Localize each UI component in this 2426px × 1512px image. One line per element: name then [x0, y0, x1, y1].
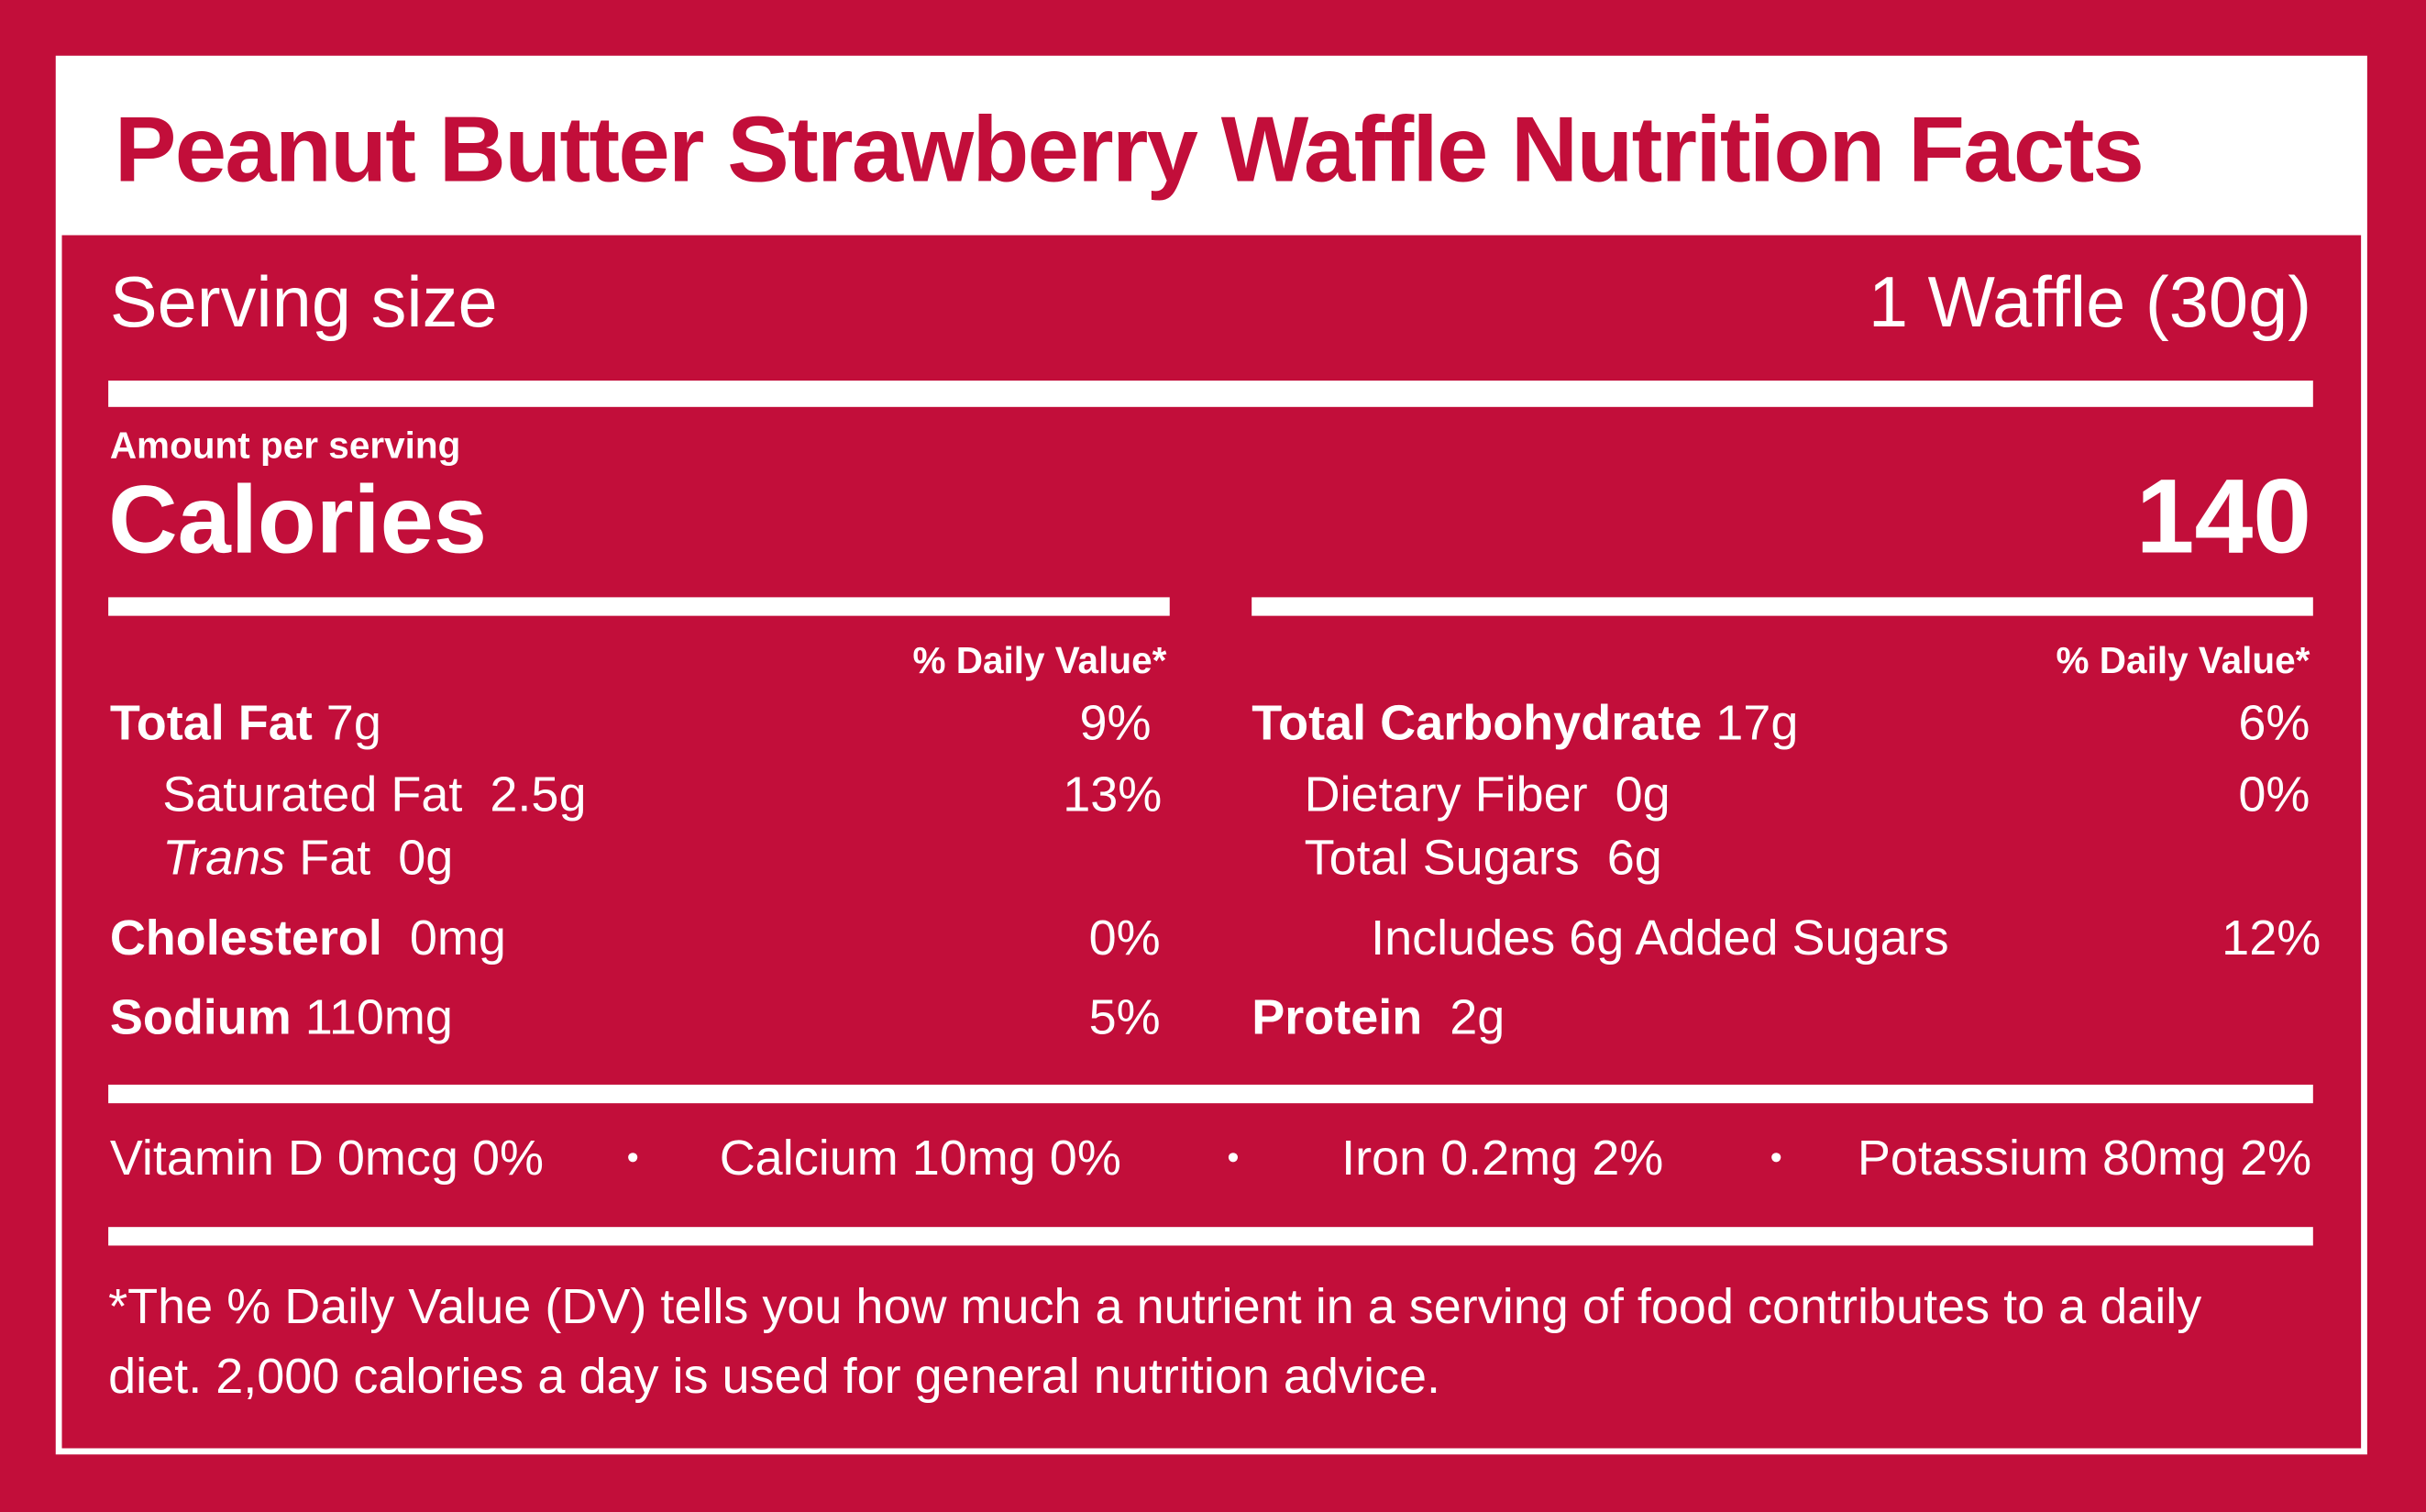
serving-size-value: 1 Waffle (30g)	[1868, 261, 2312, 342]
total-carbohydrate-label: Total Carbohydrate	[1252, 694, 1703, 751]
total-sugars-row: Total Sugars 6g	[1305, 833, 1662, 882]
sodium-label: Sodium	[109, 988, 292, 1045]
left-daily-value-header: % Daily Value*	[912, 640, 1167, 683]
bullet-separator	[628, 1153, 638, 1163]
dietary-fiber-row: Dietary Fiber 0g	[1305, 769, 1671, 819]
added-sugars-label: Includes 6g Added Sugars	[1371, 910, 1949, 966]
trans-fat-amount: 0g	[398, 829, 454, 886]
sodium-row: Sodium 110mg	[110, 992, 453, 1042]
cholesterol-row: Cholesterol 0mg	[110, 913, 506, 963]
footnote-divider	[108, 1227, 2313, 1246]
calories-value: 140	[2135, 458, 2312, 576]
cholesterol-dv: 0%	[1088, 910, 1161, 966]
total-sugars-amount: 6g	[1606, 829, 1662, 886]
total-carbohydrate-row: Total Carbohydrate 17g	[1252, 698, 1798, 747]
total-sugars-label: Total Sugars	[1304, 829, 1580, 886]
saturated-fat-label: Saturated Fat	[162, 766, 463, 822]
serving-size-label: Serving size	[109, 261, 498, 342]
cholesterol-amount: 0mg	[409, 910, 506, 966]
iron: Iron 0.2mg 2%	[1341, 1129, 1664, 1186]
sodium-amount: 110mg	[304, 988, 453, 1045]
thick-divider	[108, 381, 2313, 407]
footnote-line-1: *The % Daily Value (DV) tells you how mu…	[108, 1277, 2202, 1334]
calories-label: Calories	[108, 467, 488, 575]
bullet-separator	[1228, 1153, 1238, 1163]
dietary-fiber-dv: 0%	[2238, 766, 2310, 822]
footnote-line-2: diet. 2,000 calories a day is used for g…	[108, 1347, 1440, 1404]
trans-fat-label-rest: Fat	[299, 829, 371, 886]
dietary-fiber-label: Dietary Fiber	[1304, 766, 1588, 822]
protein-label: Protein	[1252, 988, 1423, 1045]
label-body	[61, 235, 2362, 1449]
label-title: Peanut Butter Strawberry Waffle Nutritio…	[114, 97, 2145, 202]
sodium-dv: 5%	[1088, 988, 1161, 1045]
protein-row: Protein 2g	[1252, 992, 1505, 1042]
right-daily-value-header: % Daily Value*	[2056, 640, 2310, 683]
potassium: Potassium 80mg 2%	[1857, 1129, 2312, 1186]
left-divider	[108, 597, 1170, 616]
calcium: Calcium 10mg 0%	[719, 1129, 1121, 1186]
added-sugars-dv: 12%	[2222, 910, 2321, 966]
saturated-fat-amount: 2.5g	[490, 766, 587, 822]
protein-amount: 2g	[1450, 988, 1505, 1045]
saturated-fat-row: Saturated Fat 2.5g	[162, 769, 586, 819]
total-carbohydrate-amount: 17g	[1715, 694, 1799, 751]
amount-per-serving-label: Amount per serving	[109, 425, 461, 468]
saturated-fat-dv: 13%	[1063, 766, 1163, 822]
trans-fat-label-italic: Trans	[162, 829, 286, 886]
right-divider	[1252, 597, 2313, 616]
bullet-separator	[1771, 1153, 1781, 1163]
total-fat-dv: 9%	[1079, 694, 1152, 751]
total-fat-amount: 7g	[325, 694, 381, 751]
total-carbohydrate-dv: 6%	[2238, 694, 2310, 751]
trans-fat-row: Trans Fat 0g	[162, 833, 453, 882]
total-fat-row: Total Fat 7g	[110, 698, 381, 747]
vitamins-top-divider	[108, 1084, 2313, 1104]
cholesterol-label: Cholesterol	[109, 910, 382, 966]
dietary-fiber-amount: 0g	[1615, 766, 1671, 822]
total-fat-label: Total Fat	[109, 694, 313, 751]
vitamin-d: Vitamin D 0mcg 0%	[109, 1129, 544, 1186]
